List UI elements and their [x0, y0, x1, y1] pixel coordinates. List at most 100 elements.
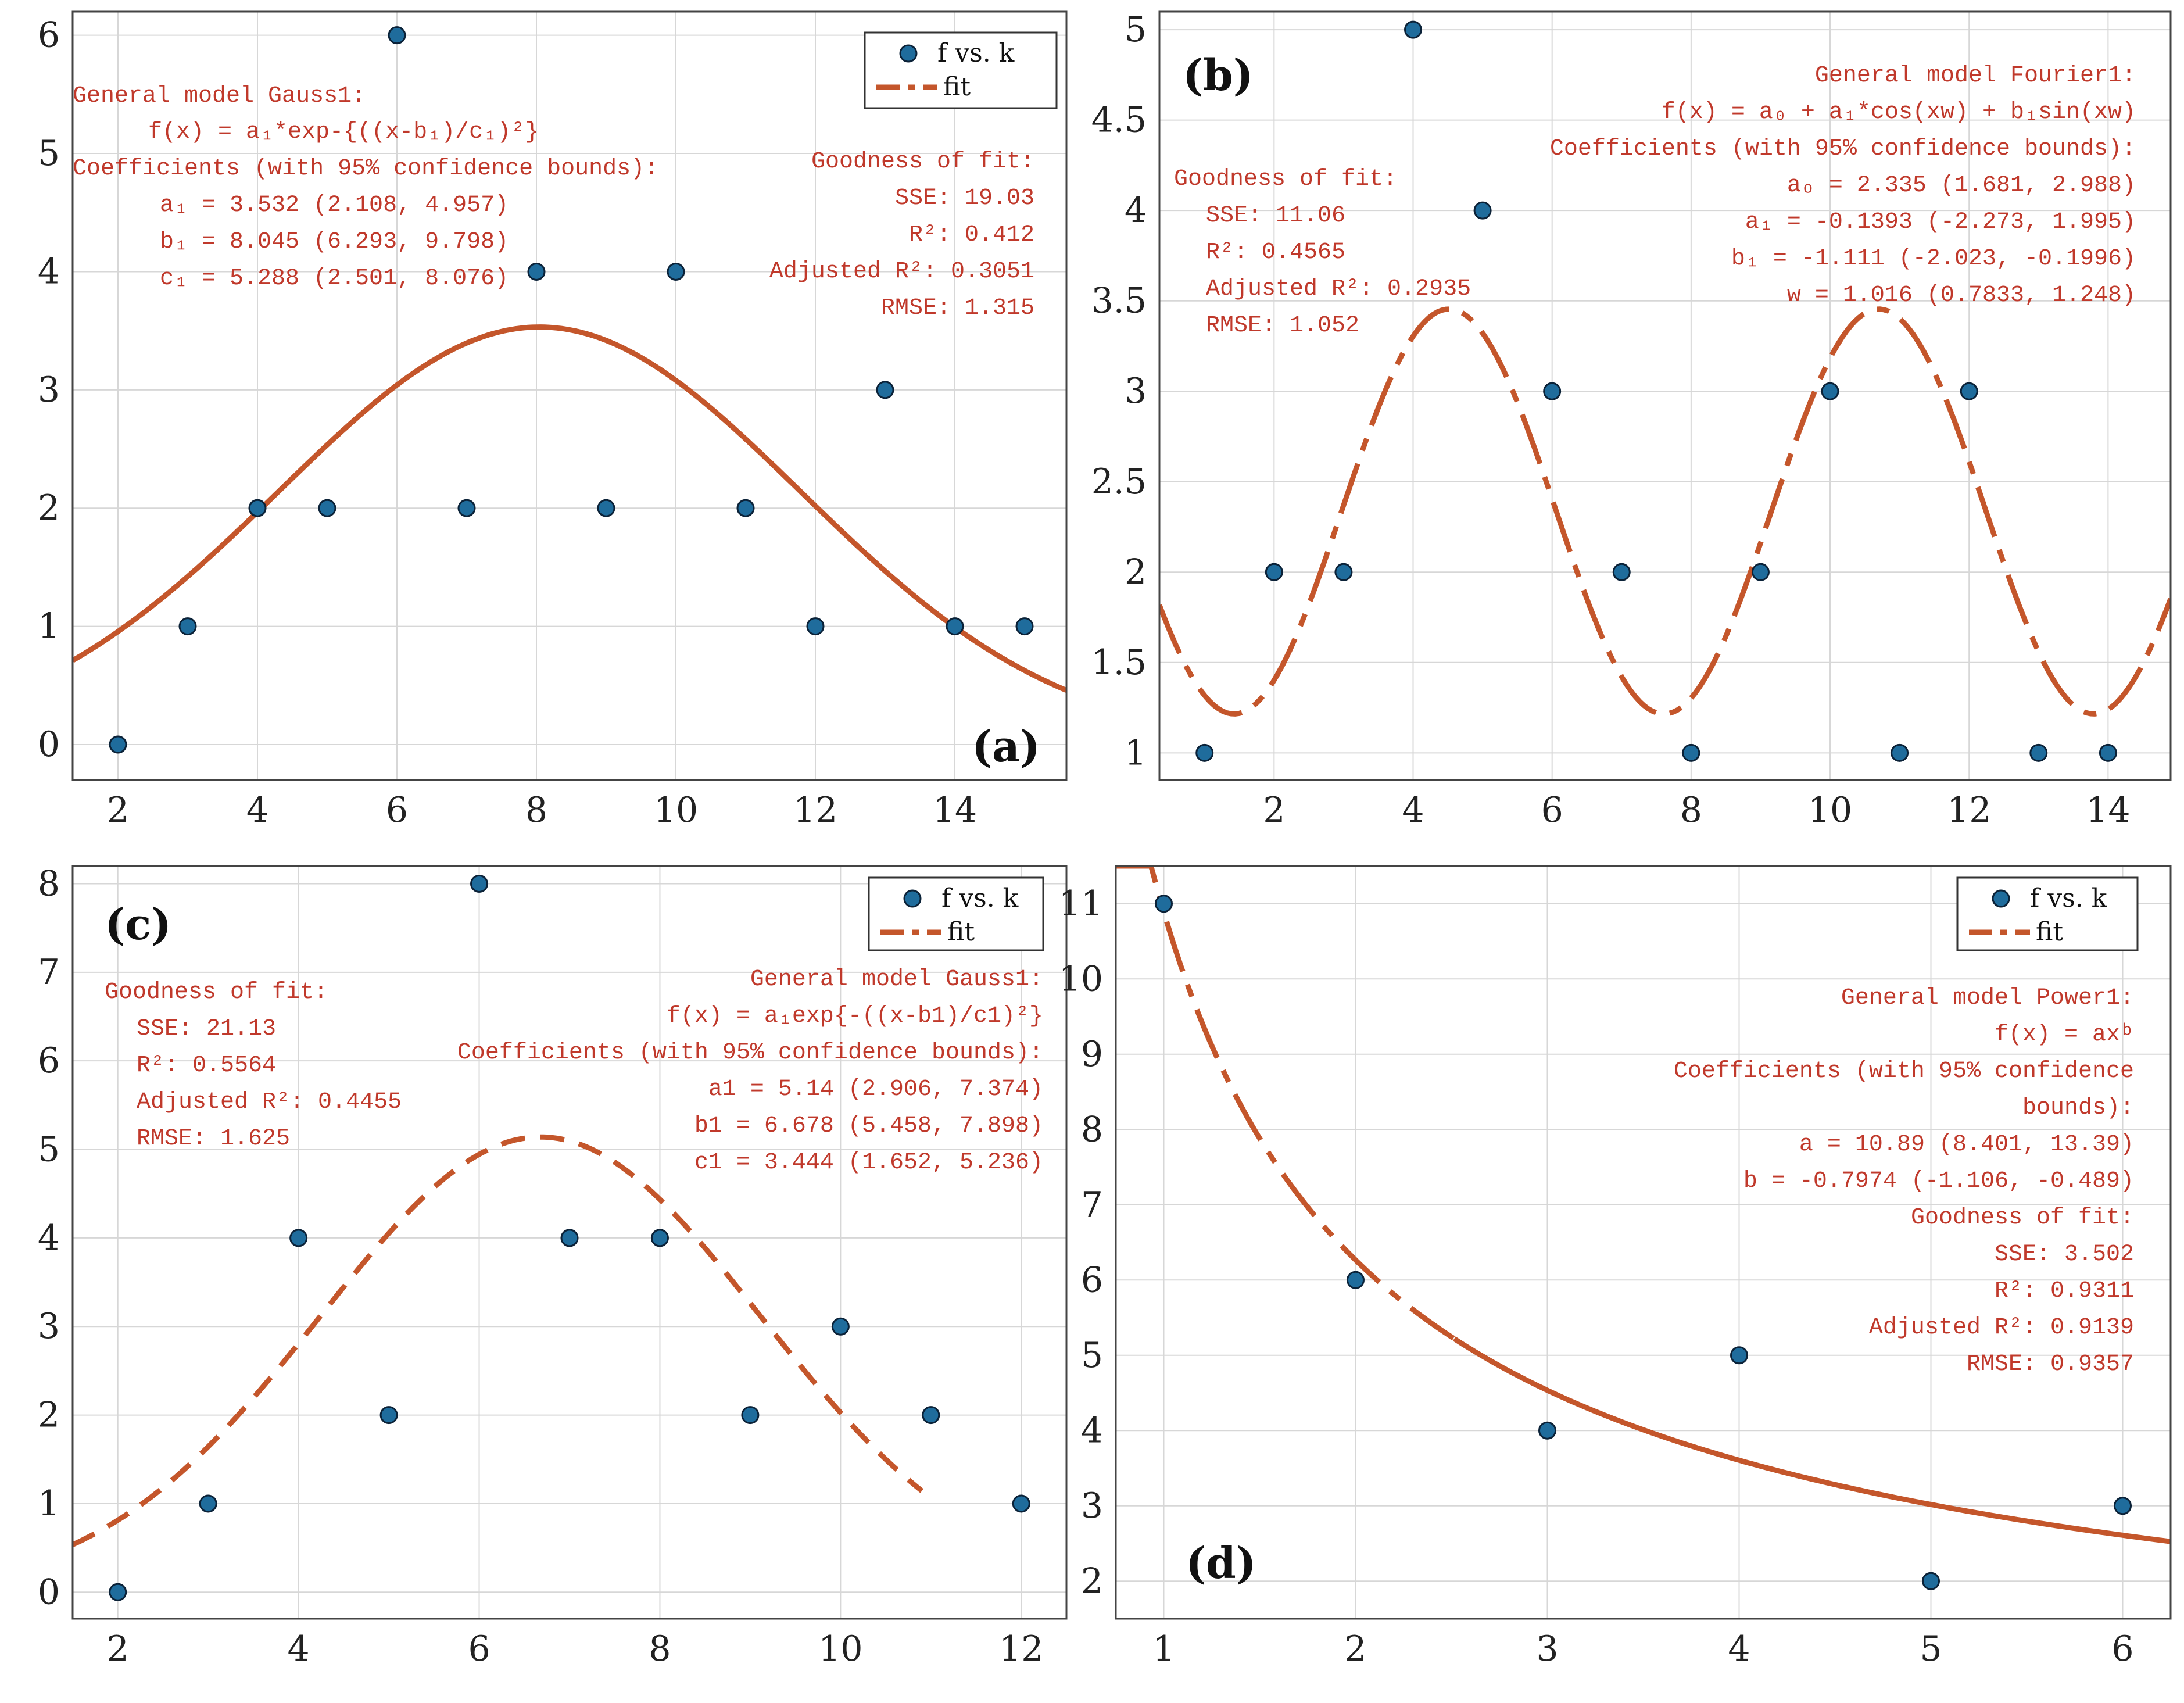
data-point	[289, 1229, 308, 1247]
gof-title: Goodness of fit:	[1911, 1205, 2134, 1231]
gof-line: R²: 0.9311	[1995, 1278, 2134, 1304]
x-tick-label: 4	[1402, 790, 1424, 831]
data-point	[248, 499, 267, 517]
data-point	[199, 1494, 217, 1513]
legend-fit-label: fit	[2036, 917, 2063, 947]
x-tick-label: 12	[793, 790, 837, 831]
x-tick-label: 2	[107, 790, 129, 831]
data-point	[1821, 382, 1839, 400]
plot-frame	[1158, 10, 2172, 781]
data-point	[736, 499, 755, 517]
gof-line: R²: 0.4565	[1206, 239, 1345, 266]
x-tick-label: 4	[288, 1629, 310, 1669]
legend-fit-label: fit	[947, 917, 975, 947]
gof-line: SSE: 11.06	[1206, 203, 1345, 229]
model-text-formula: f(x) = a₀ + a₁*cos(xw) + b₁sin(xw)	[1662, 99, 2136, 126]
model-text-title: General model Power1:	[1841, 985, 2134, 1011]
y-tick-label: 1	[38, 606, 60, 647]
data-point	[1538, 1421, 1556, 1440]
panel-label: (b)	[1183, 51, 1254, 101]
data-point	[318, 499, 336, 517]
gof-title: Goodness of fit:	[105, 979, 328, 1006]
gof-title: Goodness of fit:	[811, 149, 1034, 175]
gof-line: Adjusted R²: 0.9139	[1869, 1315, 2134, 1341]
data-point	[597, 499, 615, 517]
model-text-formula: f(x) = a₁*exp-{((x-b₁)/c₁)²}	[148, 119, 539, 145]
legend-fit-label: fit	[943, 72, 971, 102]
data-point	[1155, 895, 1173, 913]
gof-title: Goodness of fit:	[1174, 166, 1397, 192]
y-tick-label: 4	[38, 251, 60, 292]
x-tick-label: 4	[1728, 1629, 1750, 1669]
data-point	[667, 262, 685, 281]
data-point	[1404, 20, 1422, 39]
model-text-coef: b = -0.7974 (-1.106, -0.489)	[1743, 1168, 2134, 1194]
model-text-coef_header: Coefficients (with 95% confidence bounds…	[457, 1040, 1043, 1066]
x-tick-label: 2	[107, 1629, 129, 1669]
y-tick-label: 7	[38, 952, 60, 993]
data-point	[109, 1583, 127, 1601]
model-text-coef: a₁ = -0.1393 (-2.273, 1.995)	[1745, 209, 2136, 235]
data-point	[1015, 617, 1034, 636]
data-point	[876, 381, 894, 399]
x-tick-label: 10	[1808, 790, 1852, 831]
model-text-formula: f(x) = axᵇ	[1995, 1022, 2134, 1048]
y-tick-label: 4	[1125, 190, 1147, 231]
model-text-title: General model Gauss1:	[750, 967, 1043, 993]
model-text-coef: a1 = 5.14 (2.906, 7.374)	[708, 1076, 1043, 1103]
data-point	[2099, 743, 2117, 762]
gof-line: RMSE: 0.9357	[1967, 1351, 2134, 1378]
y-tick-label: 2	[38, 1395, 60, 1436]
data-point	[831, 1317, 850, 1336]
plot-frame	[1115, 865, 2172, 1620]
legend-box	[1956, 876, 2139, 951]
data-point	[2114, 1497, 2132, 1515]
data-point	[470, 874, 489, 893]
data-point	[1751, 563, 1770, 581]
model-text-coef: b1 = 6.678 (5.458, 7.898)	[694, 1113, 1043, 1139]
data-point	[1334, 563, 1353, 581]
model-text-coef: b₁ = -1.111 (-2.023, -0.1996)	[1731, 246, 2136, 272]
model-text-coef: c₁ = 5.288 (2.501, 8.076)	[160, 266, 509, 292]
data-point	[1265, 563, 1283, 581]
x-tick-label: 3	[1536, 1629, 1558, 1669]
model-text-coef: c1 = 3.444 (1.652, 5.236)	[694, 1150, 1043, 1176]
panel-d: 1 2 3 4 5 6 2 3 4 5 6 7 8 9 10 11 General model Power1: f…	[1059, 865, 2172, 1669]
y-tick-label: 1.5	[1091, 642, 1147, 683]
legend-point-marker	[1992, 889, 2010, 908]
y-tick-label: 2	[1081, 1561, 1103, 1601]
plot-frame	[71, 865, 1068, 1620]
model-text-coef: b₁ = 8.045 (6.293, 9.798)	[160, 229, 509, 255]
fit-line	[1452, 1336, 2171, 1544]
fit-line	[1116, 866, 1456, 1341]
legend-point-marker	[899, 44, 918, 63]
x-tick-label: 6	[468, 1629, 490, 1669]
model-text-coef: a = 10.89 (8.401, 13.39)	[1799, 1132, 2134, 1158]
data-point	[650, 1229, 669, 1247]
fit-line	[73, 1134, 924, 1547]
x-tick-label: 6	[1541, 790, 1563, 831]
data-point	[922, 1406, 940, 1425]
gof-line: R²: 0.5564	[137, 1053, 276, 1079]
data-point	[1730, 1346, 1748, 1365]
data-point	[1543, 382, 1562, 400]
y-tick-label: 5	[1125, 9, 1147, 50]
gof-line: Adjusted R²: 0.4455	[137, 1089, 402, 1115]
y-tick-label: 8	[1081, 1109, 1103, 1150]
model-text-coef_header: Coefficients (with 95% confidence	[1674, 1058, 2134, 1085]
x-tick-label: 1	[1152, 1629, 1175, 1669]
data-point	[806, 617, 825, 636]
x-tick-label: 10	[654, 790, 698, 831]
x-tick-label: 6	[386, 790, 408, 831]
legend: f vs. k fit	[1956, 876, 2139, 951]
data-point	[388, 26, 406, 45]
y-tick-label: 1	[38, 1483, 60, 1524]
y-tick-label: 4	[1081, 1410, 1103, 1451]
gof-line: SSE: 19.03	[895, 185, 1034, 212]
y-tick-label: 4.5	[1091, 100, 1147, 141]
y-tick-label: 6	[1081, 1260, 1103, 1300]
y-tick-label: 7	[1081, 1185, 1103, 1225]
data-point	[1012, 1494, 1030, 1513]
